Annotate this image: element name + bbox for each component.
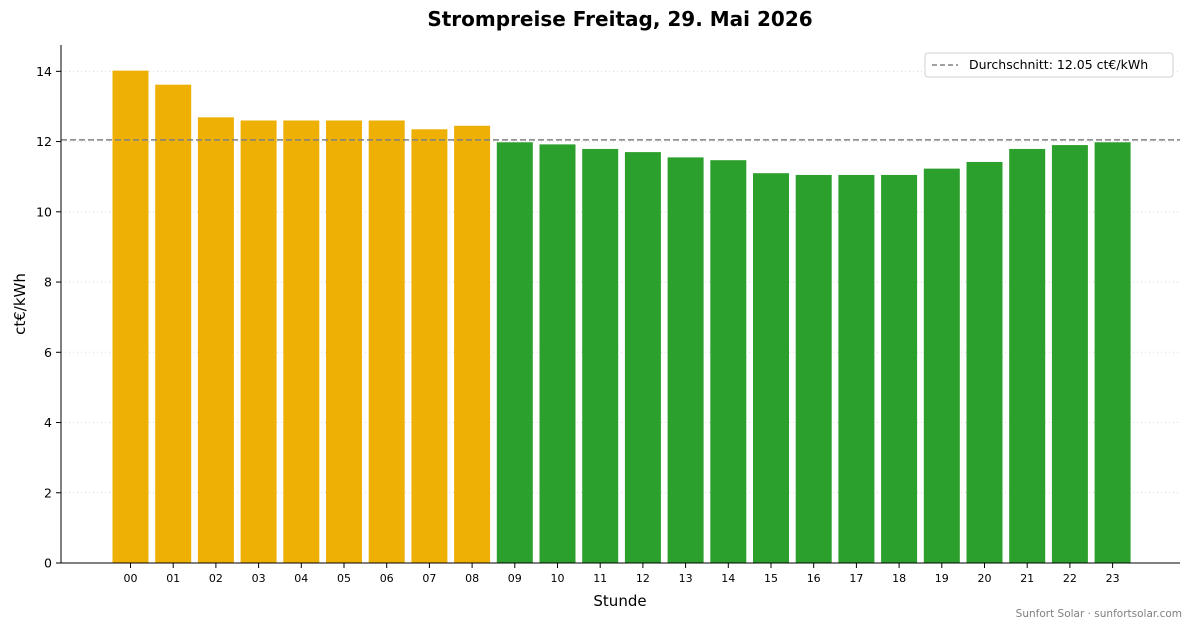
bar-hour-01 bbox=[155, 84, 192, 563]
x-tick-label: 05 bbox=[337, 572, 351, 585]
x-tick-label: 18 bbox=[892, 572, 906, 585]
chart-title: Strompreise Freitag, 29. Mai 2026 bbox=[427, 7, 812, 31]
x-tick-label: 11 bbox=[593, 572, 607, 585]
y-tick-label: 10 bbox=[36, 204, 52, 219]
bar-hour-16 bbox=[795, 174, 832, 564]
bar-hour-22 bbox=[1051, 145, 1088, 563]
x-tick-label: 14 bbox=[721, 572, 735, 585]
x-tick-label: 02 bbox=[209, 572, 223, 585]
y-tick-label: 6 bbox=[44, 345, 52, 360]
x-tick-label: 08 bbox=[465, 572, 479, 585]
bar-hour-10 bbox=[539, 144, 576, 564]
bar-hour-05 bbox=[326, 120, 362, 564]
x-tick-label: 15 bbox=[764, 572, 778, 585]
bar-hour-08 bbox=[454, 125, 491, 563]
bar-hour-02 bbox=[197, 117, 234, 563]
x-tick-label: 09 bbox=[508, 572, 522, 585]
bar-hour-14 bbox=[710, 160, 747, 563]
bar-hour-04 bbox=[283, 120, 320, 564]
y-tick-label: 8 bbox=[44, 275, 52, 290]
y-ticks: 0 2 4 6 8 10 12 14 bbox=[36, 64, 61, 571]
x-tick-label: 04 bbox=[294, 572, 308, 585]
x-tick-label: 23 bbox=[1106, 572, 1120, 585]
x-ticks: 00 01 02 03 04 05 06 07 08 09 10 11 12 13 14 15 16 17 18 19… bbox=[124, 563, 1120, 585]
y-tick-label: 2 bbox=[44, 485, 52, 500]
bar-hour-20 bbox=[966, 161, 1003, 564]
bar-hour-23 bbox=[1094, 142, 1131, 564]
x-tick-label: 20 bbox=[978, 572, 992, 585]
x-tick-label: 12 bbox=[636, 572, 650, 585]
y-tick-label: 14 bbox=[36, 64, 52, 79]
x-tick-label: 22 bbox=[1063, 572, 1077, 585]
legend: Durchschnitt: 12.05 ct€/kWh bbox=[924, 52, 1174, 78]
bar-hour-11 bbox=[582, 148, 619, 564]
x-tick-label: 03 bbox=[252, 572, 266, 585]
y-tick-label: 12 bbox=[36, 134, 52, 149]
x-axis-label: Stunde bbox=[593, 592, 646, 610]
bar-hour-03 bbox=[240, 120, 277, 564]
credit-text: Sunfort Solar · sunfortsolar.com bbox=[1016, 608, 1182, 620]
bar-hour-15 bbox=[753, 173, 789, 563]
x-tick-label: 00 bbox=[124, 572, 138, 585]
y-tick-label: 0 bbox=[44, 556, 52, 571]
x-tick-label: 16 bbox=[807, 572, 821, 585]
bar-hour-00 bbox=[112, 70, 149, 564]
bar-hour-13 bbox=[667, 157, 704, 564]
x-tick-label: 19 bbox=[935, 572, 949, 585]
x-tick-label: 07 bbox=[422, 572, 436, 585]
x-tick-label: 13 bbox=[679, 572, 693, 585]
x-tick-label: 21 bbox=[1020, 572, 1034, 585]
bar-hour-21 bbox=[1009, 148, 1046, 564]
bar-hour-09 bbox=[496, 142, 533, 564]
y-tick-label: 4 bbox=[44, 415, 52, 430]
x-tick-label: 10 bbox=[551, 572, 565, 585]
bar-hour-07 bbox=[411, 129, 448, 564]
x-tick-label: 17 bbox=[849, 572, 863, 585]
bars bbox=[112, 70, 1131, 564]
y-axis-label: ct€/kWh bbox=[11, 273, 29, 335]
bar-hour-18 bbox=[881, 174, 918, 564]
bar-hour-12 bbox=[624, 152, 661, 563]
legend-average-label: Durchschnitt: 12.05 ct€/kWh bbox=[969, 57, 1148, 72]
bar-hour-17 bbox=[838, 174, 875, 564]
x-tick-label: 01 bbox=[166, 572, 180, 585]
x-tick-label: 06 bbox=[380, 572, 394, 585]
bar-hour-19 bbox=[923, 168, 960, 564]
legend-box bbox=[924, 52, 1174, 78]
bar-hour-06 bbox=[368, 120, 405, 564]
